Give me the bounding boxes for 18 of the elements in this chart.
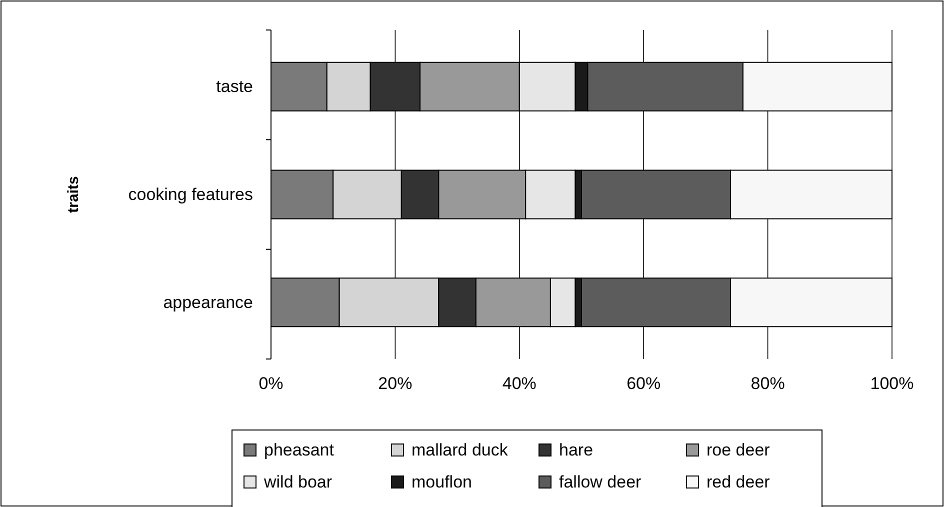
legend-label: hare: [559, 440, 594, 460]
legend-label: fallow deer: [559, 472, 642, 492]
x-tick-label: 60%: [626, 374, 661, 393]
x-tick-label: 100%: [870, 374, 914, 393]
legend-label: red deer: [706, 472, 770, 492]
legend-label: mallard duck: [412, 440, 508, 460]
y-tick-label: cooking features: [128, 185, 253, 204]
x-tick-label: 20%: [378, 374, 412, 393]
y-axis-title: traits: [65, 176, 82, 213]
x-tick-label: 0%: [258, 374, 284, 393]
legend-label: pheasant: [264, 440, 334, 460]
x-tick-label: 80%: [750, 374, 785, 393]
y-tick-label: taste: [216, 77, 253, 96]
y-tick-label: appearance: [163, 292, 253, 312]
legend-label: wild boar: [263, 472, 332, 492]
x-tick-label: 40%: [502, 374, 536, 393]
legend-label: roe deer: [706, 440, 770, 460]
legend-label: mouflon: [412, 472, 472, 492]
